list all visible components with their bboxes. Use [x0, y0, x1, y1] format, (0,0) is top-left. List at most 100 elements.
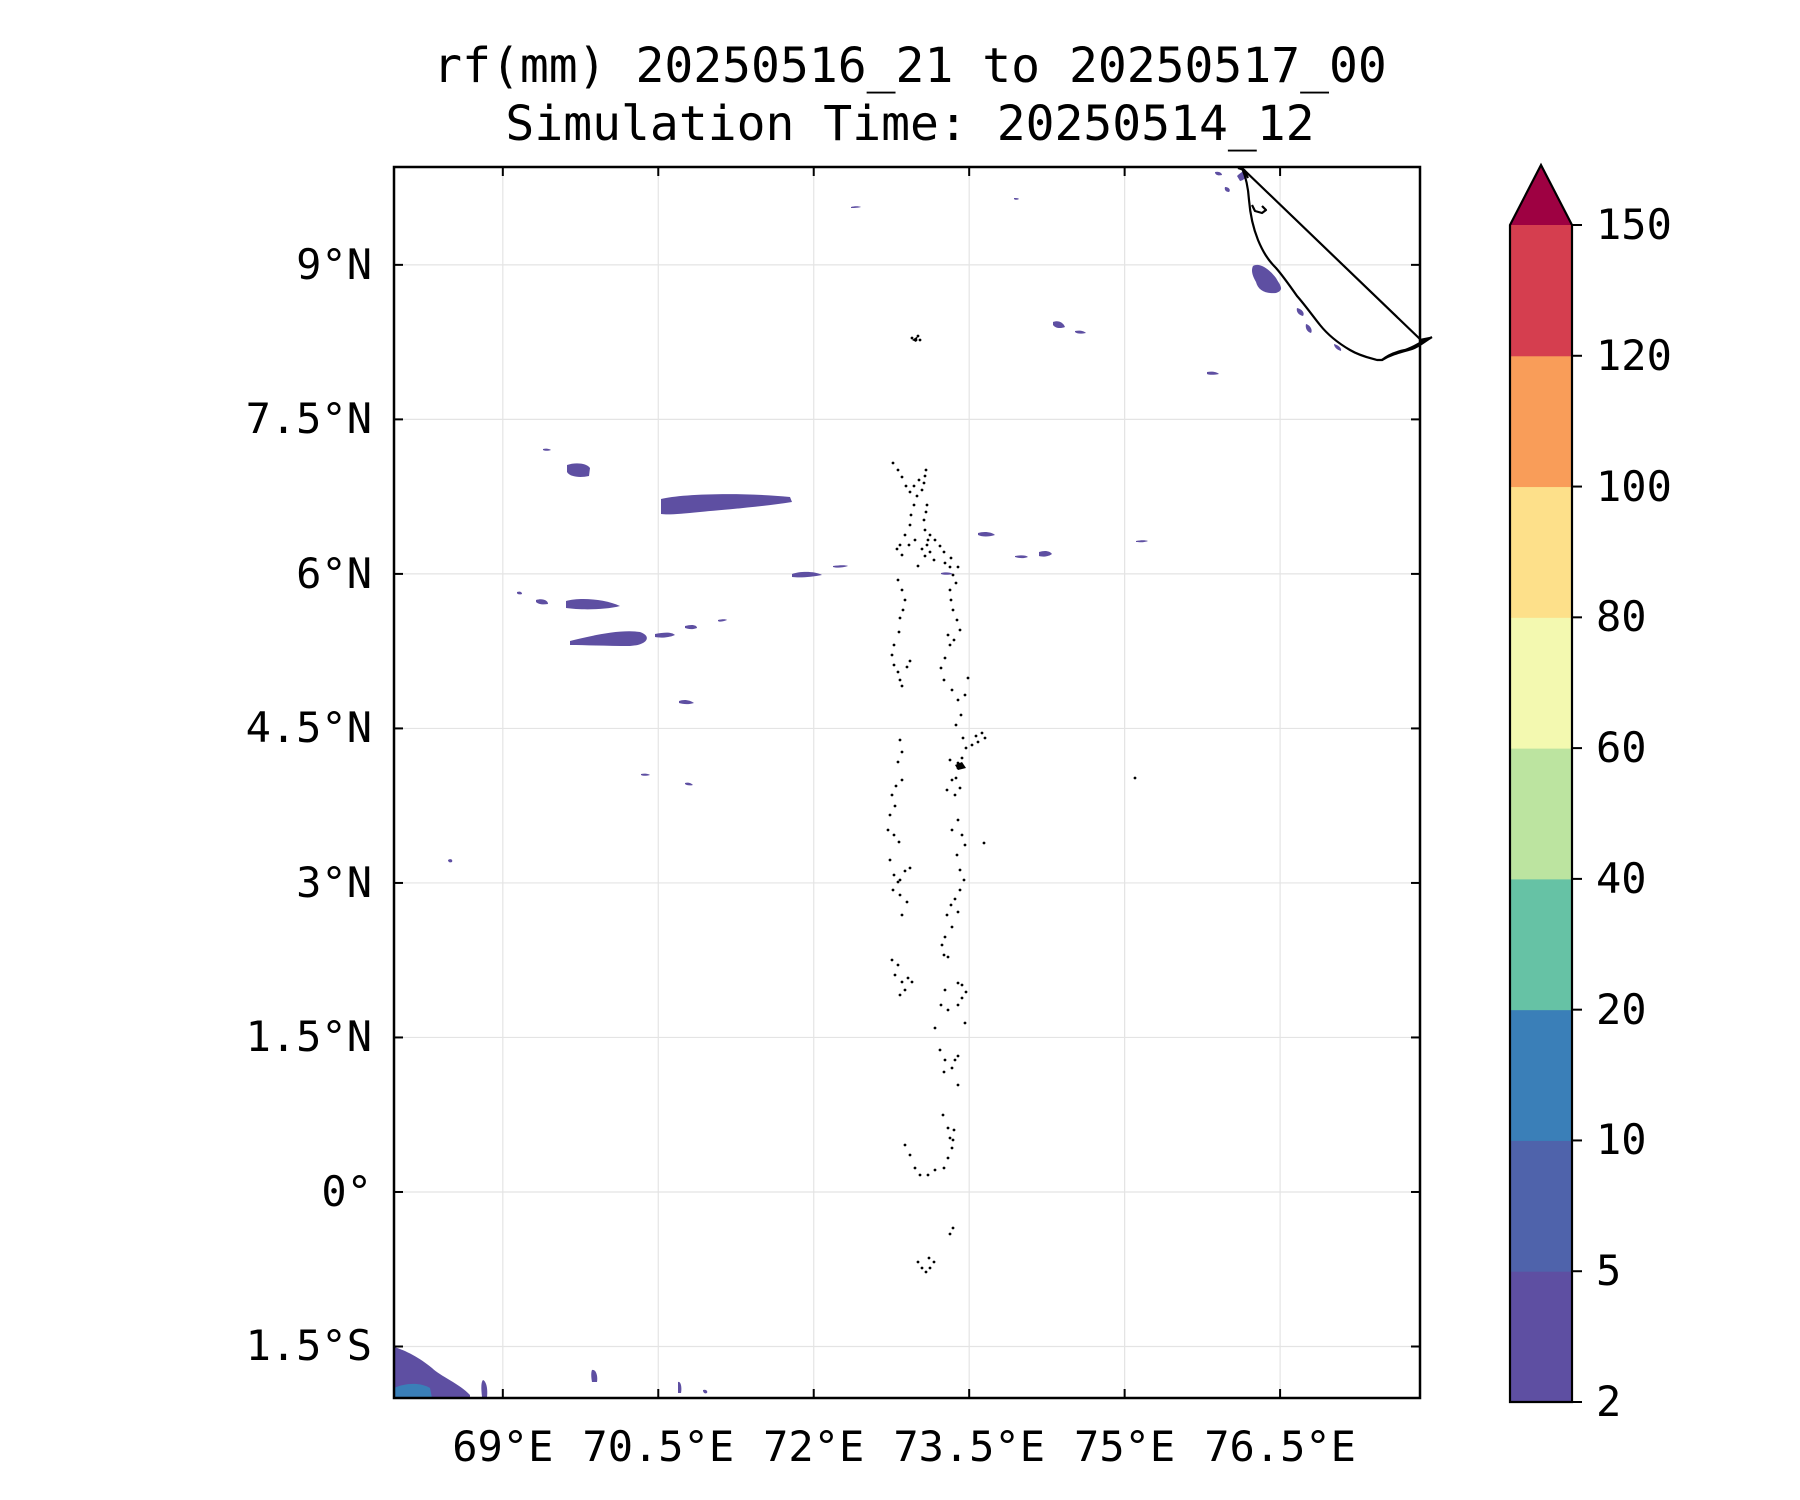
island-dot: [942, 678, 946, 682]
y-tick-label: 1.5°S: [245, 1321, 372, 1371]
rain-patch: [1014, 198, 1019, 200]
island: [912, 336, 918, 342]
island-dot: [942, 1166, 946, 1170]
island-dot: [942, 550, 946, 554]
island-dot: [932, 1260, 936, 1264]
x-tick-label: 75°E: [1074, 1422, 1176, 1471]
y-tick-label: 1.5°N: [245, 1012, 372, 1062]
island-dot: [946, 1008, 950, 1012]
rain-patch: [1136, 540, 1148, 543]
island-dot: [912, 484, 916, 488]
island-dot: [923, 474, 927, 478]
island-dot: [956, 910, 960, 914]
island: [955, 762, 966, 770]
rain-patch: [641, 773, 650, 776]
island-dot: [920, 547, 924, 551]
island-dot: [924, 510, 928, 514]
rain-patch: [655, 632, 675, 638]
island-dot: [949, 556, 953, 560]
island-dot: [946, 955, 950, 959]
island-dot: [913, 1166, 917, 1170]
island-dot: [950, 1146, 954, 1150]
island-dot: [900, 475, 904, 479]
island-dot: [956, 1003, 960, 1007]
island-dot: [933, 1168, 937, 1172]
island-dot: [928, 1266, 932, 1270]
island-dot: [920, 488, 924, 492]
island-dot: [908, 1153, 912, 1157]
island-dot: [946, 1156, 950, 1160]
island-dot: [910, 980, 914, 984]
island-dot: [890, 653, 894, 657]
island-dot: [963, 693, 967, 697]
island-dot: [948, 565, 952, 569]
island-dot: [913, 538, 917, 542]
island-dot: [892, 833, 896, 837]
island-dot: [956, 1054, 960, 1058]
rain-patch: [448, 859, 453, 863]
island-dot: [961, 736, 965, 740]
island-dot: [915, 494, 919, 498]
island-dot: [958, 628, 962, 632]
rain-patch: [1039, 550, 1052, 557]
rain-patch: [1207, 371, 1219, 375]
y-tick-label: 0°: [321, 1166, 372, 1216]
island-dot: [900, 778, 904, 782]
x-tick-label: 72°E: [763, 1422, 865, 1471]
colorbar-band: [1510, 1009, 1572, 1141]
island-dot: [950, 828, 954, 832]
colorbar-band: [1510, 225, 1572, 357]
colorbar-tick-label: 20: [1596, 984, 1647, 1034]
island-dot: [948, 758, 952, 762]
island-dot: [891, 888, 895, 892]
rain-patch: [517, 591, 522, 595]
island-dot: [900, 588, 904, 592]
colorbar-band: [1510, 617, 1572, 749]
island-dot: [1133, 776, 1137, 780]
island-dot: [976, 740, 980, 744]
colorbar-tick-label: 100: [1596, 461, 1672, 511]
rain-patch: [1224, 187, 1230, 192]
rain-patch: [1215, 171, 1222, 176]
island-dot: [954, 776, 958, 780]
island-dot: [900, 750, 904, 754]
island-dot: [951, 1138, 955, 1142]
lagoon-outline: [1237, 166, 1249, 179]
island-dot: [922, 481, 926, 485]
colorbar-band: [1510, 486, 1572, 618]
rain-patch: [1252, 264, 1282, 294]
rain-patch: [481, 1380, 488, 1397]
rain-patch: [661, 494, 792, 515]
island-dot: [945, 913, 949, 917]
island-dot: [958, 786, 962, 790]
island-dot: [890, 958, 894, 962]
island-dot: [898, 893, 902, 897]
island-dot: [948, 1232, 952, 1236]
colorbar-tick-label: 2: [1596, 1377, 1622, 1426]
island-dot: [916, 1260, 920, 1264]
island-dot: [958, 868, 962, 872]
island-dot: [951, 608, 955, 612]
island-dot: [952, 1128, 956, 1132]
island-dot: [962, 878, 966, 882]
island-dot: [940, 943, 944, 947]
island-dot: [939, 1003, 943, 1007]
rain-patch: [543, 448, 551, 451]
island-dot: [893, 973, 897, 977]
rain-patch: [851, 206, 861, 208]
island-dot: [910, 336, 914, 340]
island-dot: [926, 538, 930, 542]
rain-patch: [536, 599, 548, 605]
island-dot: [964, 990, 968, 994]
island-dot: [891, 461, 895, 465]
island-dot: [943, 988, 947, 992]
colorbar-band: [1510, 878, 1572, 1011]
rain-patch: [685, 782, 693, 786]
island-dot: [894, 784, 898, 788]
island-dot: [908, 659, 912, 663]
island-dot: [903, 1143, 907, 1147]
lagoon-outline: [1251, 204, 1268, 215]
island-dot: [970, 743, 974, 747]
island-dot: [933, 538, 937, 542]
